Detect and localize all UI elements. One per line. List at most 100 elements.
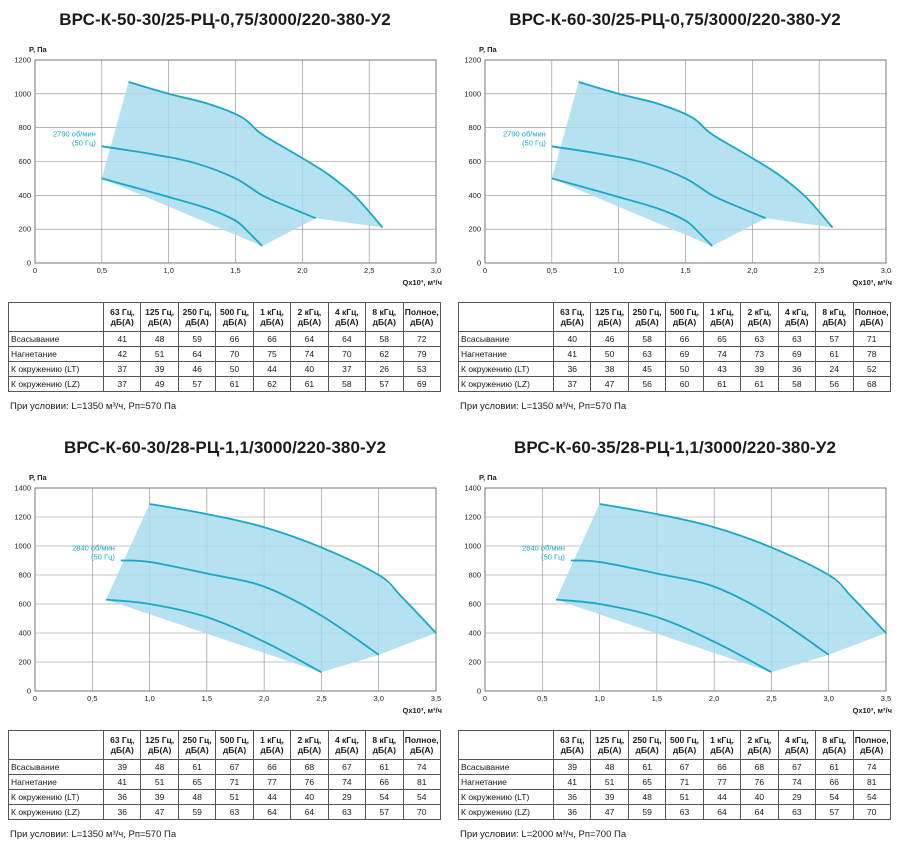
series-line [101,177,263,247]
table-cell: 53 [402,361,441,377]
row-label: Всасывание [8,759,104,775]
operating-envelope [101,82,383,247]
column-header: 500 Гц, дБ(А) [665,302,704,332]
table-cell: 63 [740,331,779,347]
measurement-condition: При условии: L=1350 м³/ч, Pп=570 Па [460,401,627,412]
table-row: Нагнетание 41 51 65 71 77 76 74 66 81 [458,774,891,790]
table-cell: 41 [102,331,142,347]
x-tick-label: 1,0 [594,694,604,703]
column-header: 63 Гц, дБ(А) [102,302,142,332]
table-cell: 46 [590,331,629,347]
operating-envelope [551,82,833,247]
x-tick-label: 1,0 [144,694,154,703]
x-tick-label: 1,5 [652,694,662,703]
row-label: К окружению (LZ) [458,804,554,820]
rpm-annotation: (50 Гц) [72,138,96,147]
table-cell: 54 [852,789,891,805]
y-tick-label: 0 [477,259,481,268]
fan-panel-2: ВРС-К-60-30/25-РЦ-0,75/3000/220-380-У2 0… [450,0,900,421]
header-blank-cell [8,302,104,332]
chart-title: ВРС-К-60-30/28-РЦ-1,1/3000/220-380-У2 [63,438,387,457]
table-cell: 46 [177,361,217,377]
column-header: Полное, дБ(А) [852,730,891,760]
y-tick-label: 800 [468,123,481,132]
row-label: Нагнетание [458,346,554,362]
x-tick-label: 1,5 [202,694,212,703]
table-cell: 73 [740,346,779,362]
x-tick-label: 0,5 [87,694,97,703]
row-label: К окружению (LT) [8,789,104,805]
measurement-condition: При условии: L=1350 м³/ч, Pп=570 Па [10,401,177,412]
table-cell: 56 [815,376,854,392]
row-label: К окружению (LT) [458,361,554,377]
table-cell: 63 [327,804,367,820]
column-header: 8 кГц, дБ(А) [365,302,404,332]
fan-curve-chart: 0 0,5 1,0 1,5 2,0 2,5 3,0 0 200 400 600 800 1000 1200… [464,45,893,287]
series-line [128,81,384,229]
header-blank-cell [458,302,554,332]
table-cell: 72 [402,331,441,347]
x-tick-label: 3,0 [373,694,383,703]
table-cell: 64 [327,331,367,347]
table-cell: 39 [552,759,592,775]
table-cell: 66 [252,331,292,347]
column-header: 63 Гц, дБ(А) [552,302,592,332]
row-label: Всасывание [458,759,554,775]
table-cell: 38 [590,361,629,377]
rpm-annotation: (50 Гц) [91,553,115,562]
table-cell: 44 [252,789,292,805]
x-tick-label: 0,5 [97,266,107,275]
measurement-condition: При условии: L=1350 м³/ч, Pп=570 Па [10,829,177,840]
x-tick-label: 0 [33,266,37,275]
row-label: К окружению (LZ) [8,804,104,820]
table-cell: 44 [702,789,742,805]
column-header: 250 Гц, дБ(А) [177,730,217,760]
x-tick-label: 3,0 [881,266,891,275]
table-cell: 81 [402,774,441,790]
table-row: К окружению (LZ) 36 47 59 63 64 64 63 57 70 [458,804,891,820]
table-cell: 66 [252,759,292,775]
table-cell: 48 [140,759,179,775]
table-cell: 51 [140,346,179,362]
table-cell: 24 [815,361,854,377]
x-tick-label: 3,0 [431,266,441,275]
table-cell: 61 [627,759,667,775]
noise-table: 63 Гц, дБ(А) 125 Гц, дБ(А) 250 Гц, дБ(А) 50… [458,302,891,392]
measurement-condition: При условии: L=2000 м³/ч, Pп=700 Па [460,829,627,840]
table-cell: 63 [665,804,704,820]
row-label: К окружению (LT) [458,789,554,805]
table-cell: 66 [702,759,742,775]
x-axis-label: Qx10³, м³/ч [853,278,893,287]
table-cell: 61 [702,376,742,392]
table-cell: 68 [852,376,891,392]
x-tick-label: 2,0 [709,694,719,703]
y-tick-label: 800 [468,571,481,580]
x-axis-label: Qx10³, м³/ч [853,706,893,715]
table-cell: 77 [702,774,742,790]
fan-curve-chart: 0 0,5 1,0 1,5 2,0 2,5 3,0 3,5 0 200 400 600 800 1000 1… [464,473,893,715]
rpm-annotation: (50 Гц) [541,553,565,562]
table-cell: 39 [590,789,629,805]
fan-curve-chart: 0 0,5 1,0 1,5 2,0 2,5 3,0 0 200 400 600 800 1000 1200… [14,45,442,287]
column-header: 63 Гц, дБ(А) [102,730,142,760]
table-cell: 74 [852,759,891,775]
table-cell: 50 [215,361,254,377]
column-header: 500 Гц, дБ(А) [665,730,704,760]
table-cell: 61 [365,759,404,775]
table-cell: 56 [627,376,667,392]
x-tick-label: 3,5 [431,694,441,703]
y-tick-label: 600 [468,157,481,166]
x-tick-label: 1,0 [613,266,623,275]
table-cell: 51 [215,789,254,805]
table-cell: 66 [815,774,854,790]
table-cell: 62 [252,376,292,392]
y-tick-label: 200 [18,658,31,667]
y-tick-label: 0 [27,687,31,696]
table-cell: 51 [665,789,704,805]
column-header: 1 кГц, дБ(А) [252,730,292,760]
y-tick-label: 0 [27,259,31,268]
table-cell: 74 [402,759,441,775]
table-cell: 69 [777,346,817,362]
table-cell: 79 [402,346,441,362]
column-header: 2 кГц, дБ(А) [290,730,329,760]
